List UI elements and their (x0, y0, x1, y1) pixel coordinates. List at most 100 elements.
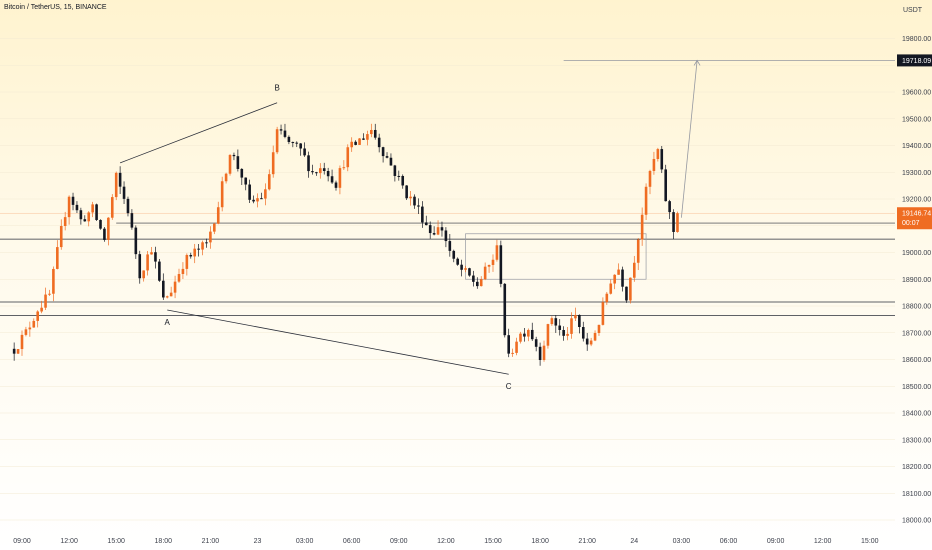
x-tick-label-14: 03:00 (673, 538, 691, 545)
candle-56 (240, 168, 244, 186)
candle-160 (648, 169, 652, 195)
pattern-line-0 (119, 102, 278, 164)
candle-90 (373, 123, 377, 140)
candle-52 (224, 172, 228, 184)
candle-36 (162, 273, 165, 300)
candle-4 (36, 310, 39, 328)
candle-53 (228, 154, 232, 176)
candle-65 (275, 126, 279, 155)
candle-37 (165, 295, 169, 299)
candle-159 (644, 183, 648, 221)
candle-42 (185, 253, 189, 276)
candle-111 (456, 257, 459, 266)
candle-82 (342, 160, 346, 170)
candle-93 (385, 152, 389, 159)
x-tick-label-6: 03:00 (296, 538, 314, 545)
candle-143 (581, 321, 585, 342)
pattern-point-C: C (506, 382, 512, 391)
candle-147 (597, 324, 601, 336)
candle-1 (24, 326, 28, 337)
candle-107 (440, 221, 444, 237)
candle-54 (232, 152, 236, 161)
candle-66 (279, 124, 283, 135)
candle-155 (629, 277, 632, 304)
x-tick-label-12: 21:00 (578, 538, 596, 545)
x-tick-label-2: 15:00 (107, 538, 125, 545)
pattern-drawings: A B C (119, 59, 895, 391)
x-tick-label-3: 18:00 (155, 538, 173, 545)
candle-137 (558, 319, 562, 336)
candle-79 (330, 169, 334, 185)
x-tick-label-8: 09:00 (390, 538, 408, 545)
candle-154 (625, 286, 628, 303)
candle-55 (236, 149, 240, 172)
candle-49 (213, 222, 216, 235)
y-tick-label-0: 18000.00 (902, 518, 931, 525)
candle-26 (122, 181, 126, 205)
candle-12 (67, 195, 71, 225)
candle-124 (507, 328, 510, 358)
candle-48 (209, 226, 212, 249)
candle-69 (291, 141, 295, 148)
candle-109 (448, 234, 452, 257)
y-tick-label-2: 18200.00 (902, 464, 931, 471)
candle-43 (189, 252, 193, 259)
y-tick-label-5: 18500.00 (902, 384, 931, 391)
y-tick-label-6: 18600.00 (902, 357, 931, 364)
grid (0, 38, 895, 521)
candle-76 (319, 163, 322, 179)
y-tick-label-9: 18900.00 (902, 277, 931, 284)
candle-29 (134, 225, 138, 259)
candle-99 (409, 190, 412, 206)
candle-152 (617, 263, 620, 275)
candle-92 (381, 146, 385, 163)
candle-106 (436, 220, 440, 236)
candle-75 (315, 171, 318, 176)
candle--1 (16, 348, 20, 355)
candle-144 (585, 332, 589, 351)
candle-135 (550, 316, 554, 326)
candle-97 (401, 174, 405, 189)
candle-104 (428, 221, 432, 239)
candle-151 (613, 274, 616, 290)
candle-136 (554, 315, 558, 333)
candle-127 (519, 331, 522, 344)
candle-123 (503, 283, 507, 338)
candles (12, 123, 679, 366)
candle-83 (346, 144, 350, 172)
candle-87 (362, 133, 365, 140)
candle-10 (59, 219, 63, 250)
candle-18 (91, 201, 94, 218)
candle-126 (515, 337, 518, 356)
y-tick-label-12: 19200.00 (902, 197, 931, 204)
candle-50 (216, 201, 220, 225)
candle-20 (99, 219, 102, 230)
candle-129 (527, 328, 530, 342)
candle-105 (432, 226, 436, 236)
last-price-label: 19146.74 (902, 211, 931, 218)
candle-41 (181, 262, 185, 279)
candle-148 (601, 297, 605, 326)
x-tick-label-16: 09:00 (767, 538, 785, 545)
candle-25 (118, 166, 122, 195)
candle-98 (405, 185, 408, 200)
candle-156 (633, 255, 636, 282)
candle-47 (205, 238, 208, 248)
candle-153 (621, 266, 624, 292)
candle-30 (138, 250, 142, 284)
candle-112 (460, 259, 463, 277)
candle-134 (546, 323, 550, 349)
candle-3 (32, 318, 36, 328)
countdown-label: 00:07 (902, 220, 920, 227)
range-rectangle (465, 233, 647, 280)
candle-72 (303, 142, 306, 157)
candle-73 (307, 151, 310, 178)
price-axis: USDT 18000.00 18100.00 18200.00 18300.00 1840… (897, 7, 932, 525)
candle-17 (87, 211, 91, 227)
x-tick-label-9: 12:00 (437, 538, 455, 545)
candle-145 (589, 337, 593, 347)
candle-115 (472, 270, 475, 287)
candle-167 (676, 211, 679, 233)
